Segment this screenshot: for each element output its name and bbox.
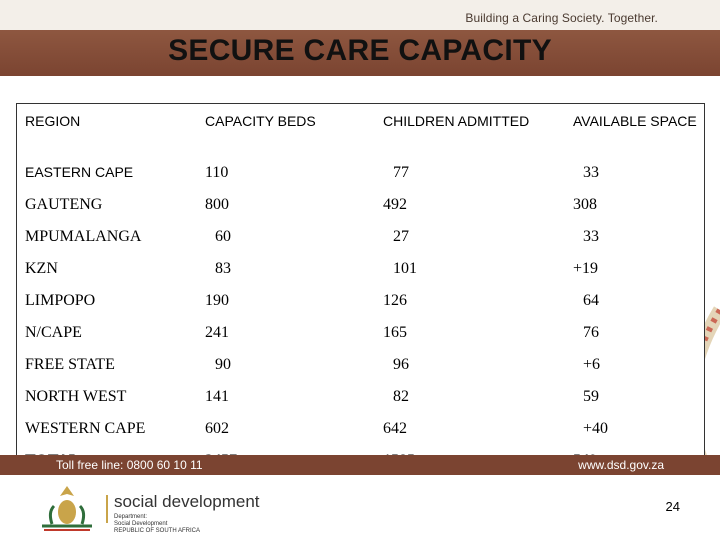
title-band <box>0 30 720 76</box>
coat-of-arms-icon <box>42 486 92 531</box>
available-cell: 33 <box>583 228 599 245</box>
available-cell: 308 <box>573 196 597 213</box>
toll-free-line: Toll free line: 0800 60 10 11 <box>56 458 203 472</box>
region-cell: N/CAPE <box>25 324 82 341</box>
logo-subtitle-line: REPUBLIC OF SOUTH AFRICA <box>114 528 201 534</box>
table-row: N/CAPE 241 165 76 <box>17 317 704 349</box>
table-row: LIMPOPO 190 126 64 <box>17 285 704 317</box>
region-cell: KZN <box>25 260 58 277</box>
region-cell: MPUMALANGA <box>25 228 142 245</box>
admitted-cell: 126 <box>383 292 407 309</box>
table-row: GAUTENG 800 492 308 <box>17 189 704 221</box>
logo-divider <box>106 495 108 523</box>
logo-subtitle-line: Social Development <box>114 521 168 527</box>
available-cell: 59 <box>583 388 599 405</box>
page-title: SECURE CARE CAPACITY <box>168 34 552 67</box>
table-header-row: REGION CAPACITY BEDS CHILDREN ADMITTED A… <box>17 104 704 157</box>
column-header: CAPACITY BEDS <box>205 113 316 129</box>
available-cell: 76 <box>583 324 599 341</box>
admitted-cell: 101 <box>393 260 417 277</box>
admitted-cell: 492 <box>383 196 407 213</box>
column-header: AVAILABLE SPACE <box>573 113 697 129</box>
capacity-cell: 190 <box>205 292 229 309</box>
capacity-cell: 241 <box>205 324 229 341</box>
region-cell: LIMPOPO <box>25 292 96 309</box>
capacity-table: REGION CAPACITY BEDS CHILDREN ADMITTED A… <box>16 103 705 471</box>
region-cell: EASTERN CAPE <box>25 164 134 180</box>
logo-subtitle: Department: Social Development REPUBLIC … <box>114 514 200 535</box>
table-row: MPUMALANGA 60 27 33 <box>17 221 704 253</box>
logo-subtitle-line: Department: <box>114 514 148 520</box>
logo-name: social development <box>114 492 260 511</box>
column-header: CHILDREN ADMITTED <box>383 113 530 129</box>
table-row: WESTERN CAPE 602 642 +40 <box>17 413 704 445</box>
footer-band <box>0 455 720 475</box>
capacity-cell: 83 <box>215 260 231 277</box>
capacity-cell: 90 <box>215 356 231 373</box>
capacity-cell: 110 <box>205 164 229 181</box>
table-row: FREE STATE 90 96 +6 <box>17 349 704 381</box>
page-number: 24 <box>665 499 680 514</box>
table-row: NORTH WEST 141 82 59 <box>17 381 704 413</box>
region-cell: NORTH WEST <box>25 388 127 405</box>
region-cell: FREE STATE <box>25 356 115 373</box>
available-cell: 33 <box>583 164 599 181</box>
region-cell: WESTERN CAPE <box>25 420 146 437</box>
available-cell: +40 <box>583 420 609 437</box>
capacity-cell: 60 <box>215 228 231 245</box>
website-link[interactable]: www.dsd.gov.za <box>578 458 664 472</box>
capacity-cell: 602 <box>205 420 229 437</box>
admitted-cell: 82 <box>393 388 409 405</box>
capacity-cell: 141 <box>205 388 229 405</box>
admitted-cell: 165 <box>383 324 407 341</box>
capacity-cell: 800 <box>205 196 229 213</box>
region-cell: GAUTENG <box>25 196 103 213</box>
admitted-cell: 96 <box>393 356 409 373</box>
table-row: EASTERN CAPE 110 77 33 <box>17 157 704 189</box>
available-cell: +6 <box>583 356 601 373</box>
table-row: KZN 83 101 +19 <box>17 253 704 285</box>
admitted-cell: 27 <box>393 228 409 245</box>
available-cell: +19 <box>573 260 599 277</box>
top-band <box>0 0 720 30</box>
bottom-area <box>0 475 720 540</box>
column-header: REGION <box>25 113 81 129</box>
available-cell: 64 <box>583 292 599 309</box>
admitted-cell: 642 <box>383 420 407 437</box>
tagline: Building a Caring Society. Together. <box>465 11 658 25</box>
admitted-cell: 77 <box>393 164 409 181</box>
